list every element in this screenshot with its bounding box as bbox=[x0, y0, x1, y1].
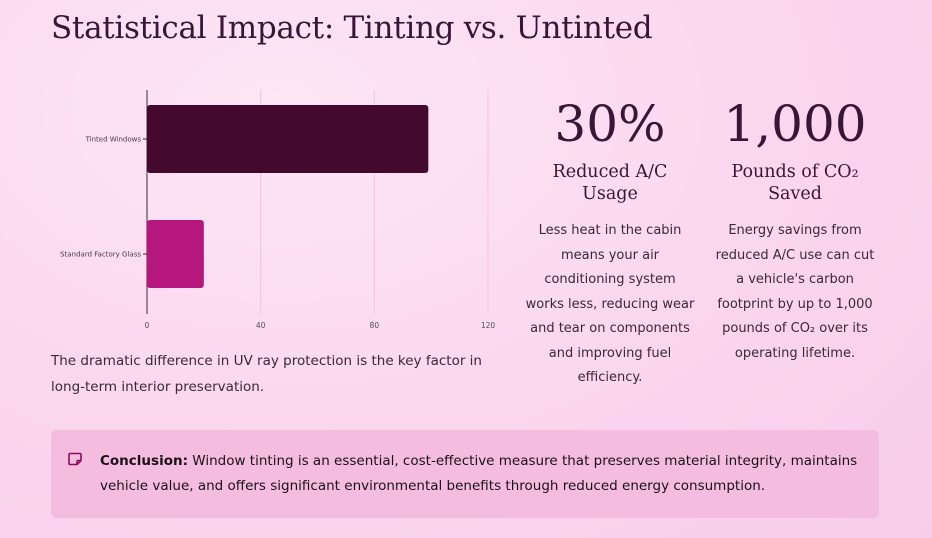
note-icon bbox=[68, 452, 82, 466]
bar-standard-factory-glass bbox=[147, 220, 204, 288]
conclusion-box: Conclusion: Window tinting is an essenti… bbox=[51, 430, 879, 518]
x-tick-label: 40 bbox=[256, 321, 266, 330]
bar-chart: 0 40 80 120 Tinted Windows Standard Factory G… bbox=[40, 88, 510, 338]
stat-ac-usage: 30% Reduced A/C Usage Less heat in the c… bbox=[525, 92, 695, 391]
bar-chart-svg: 0 40 80 120 Tinted Windows Standard Factory G… bbox=[60, 90, 496, 330]
chart-caption: The dramatic difference in UV ray protec… bbox=[51, 353, 482, 395]
stat-label: Pounds of CO₂ Saved bbox=[731, 162, 859, 204]
stat-label: Reduced A/C Usage bbox=[552, 162, 668, 204]
x-tick-label: 80 bbox=[370, 321, 380, 330]
y-tick-label: Tinted Windows bbox=[85, 136, 142, 144]
stat-value: 1,000 bbox=[723, 95, 867, 153]
page-title: Statistical Impact: Tinting vs. Untinted bbox=[51, 10, 653, 46]
conclusion-body: Window tinting is an essential, cost-eff… bbox=[100, 453, 858, 494]
x-tick-label: 120 bbox=[481, 321, 496, 330]
stat-description: Less heat in the cabin means your air co… bbox=[525, 223, 695, 385]
conclusion-text: Conclusion: Window tinting is an essenti… bbox=[100, 449, 860, 498]
stat-description: Energy savings from reduced A/C use can … bbox=[715, 223, 875, 361]
x-tick-label: 0 bbox=[145, 321, 150, 330]
stat-value: 30% bbox=[554, 95, 666, 153]
conclusion-heading: Conclusion: bbox=[100, 453, 188, 469]
y-tick-label: Standard Factory Glass bbox=[60, 251, 141, 259]
stat-co2-saved: 1,000 Pounds of CO₂ Saved Energy savings… bbox=[710, 92, 880, 366]
bar-tinted-windows bbox=[147, 105, 429, 173]
